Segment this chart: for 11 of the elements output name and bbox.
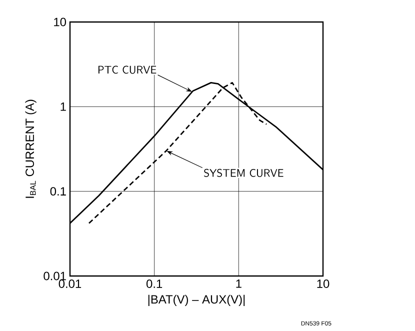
y-tick-label: 1 bbox=[60, 102, 66, 111]
annotation: PTC CURVE bbox=[98, 66, 156, 74]
x-tick-label: 10 bbox=[317, 280, 330, 288]
x-tick-label: 0.1 bbox=[146, 280, 162, 288]
y-tick-label: 0.1 bbox=[50, 187, 66, 196]
x-tick-label: 1 bbox=[236, 280, 242, 288]
x-axis-title: |BAT(V) – AUX(V)| bbox=[148, 294, 245, 306]
y-axis-title: I$_{BAL}$ CURRENT (A) bbox=[25, 100, 36, 198]
y-tick-label: 0.01 bbox=[44, 272, 66, 280]
annotation: SYSTEM CURVE bbox=[204, 168, 284, 177]
y-tick-label: 10 bbox=[54, 18, 66, 26]
